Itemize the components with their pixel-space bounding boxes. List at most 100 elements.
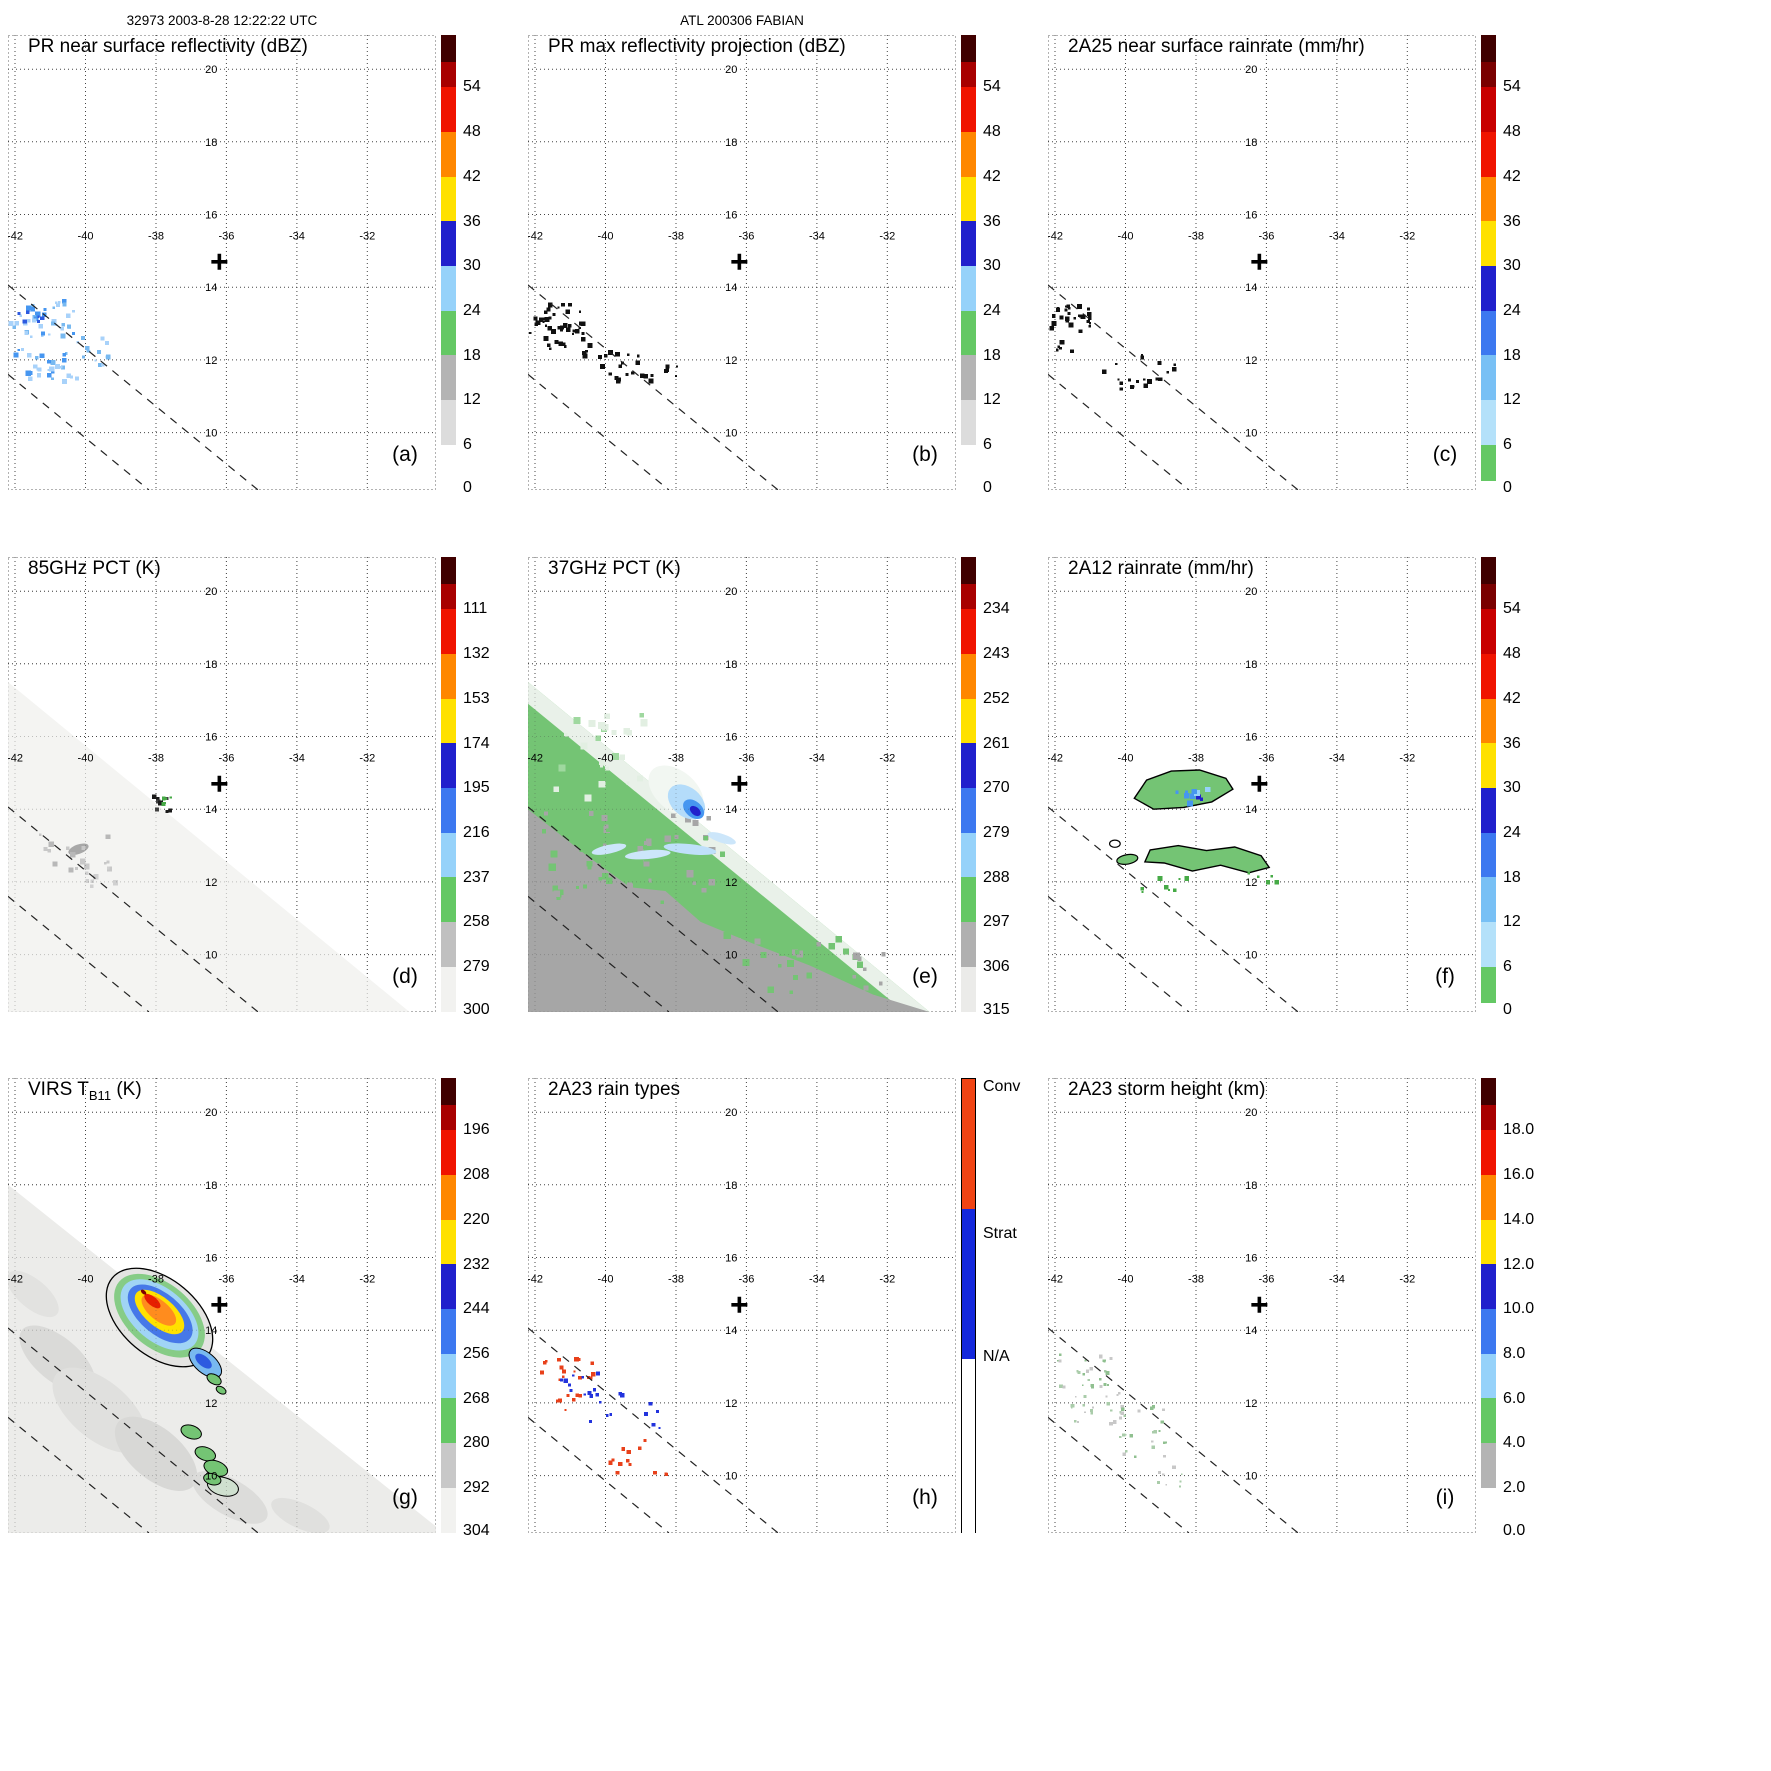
swath-edge-dashed-line (8, 1416, 150, 1533)
panel-b: PR max reflectivity projection (dBZ) -42-… (520, 0, 1036, 522)
lat-tick-label: 18 (205, 1180, 217, 1192)
lon-tick-label: -38 (668, 1274, 684, 1286)
colorbar-tick-label: 196 (463, 1121, 490, 1139)
lat-tick-label: 16 (205, 210, 217, 222)
colorbar-tick-label: 48 (1503, 644, 1521, 662)
panel-g-title: VIRS TB11 (K) (28, 1079, 142, 1103)
panel-i-colorbar (1481, 1078, 1496, 1533)
colorbar-tick-label: 54 (1503, 600, 1521, 618)
storm-center-marker (1251, 1296, 1268, 1313)
colorbar-tick-label: 4.0 (1503, 1434, 1526, 1452)
colorbar-tick-label: 297 (983, 913, 1010, 931)
lat-tick-label: 20 (205, 1107, 217, 1119)
lon-tick-label: -40 (78, 231, 94, 243)
lat-tick-label: 10 (725, 1471, 737, 1483)
colorbar-tick-label: 261 (983, 734, 1010, 752)
lat-tick-label: 12 (725, 1398, 737, 1410)
colorbar-tick-label: 18 (1503, 868, 1521, 886)
panel-f-title: 2A12 rainrate (mm/hr) (1068, 558, 1254, 579)
lat-tick-label: 16 (1245, 732, 1257, 744)
lon-tick-label: -38 (148, 1274, 164, 1286)
colorbar-tick-label: 12 (463, 391, 481, 409)
panel-c: 2A25 near surface rainrate (mm/hr) -42 -40… (1040, 0, 1556, 522)
colorbar-tick-label: 42 (463, 168, 481, 185)
swath-edge-dashed-line (1048, 373, 1190, 490)
colorbar-tick-label: 0 (1503, 1001, 1512, 1019)
colorbar-tick-label: 111 (463, 600, 488, 618)
lat-tick-label: 20 (725, 64, 737, 76)
colorbar-tick-label: 6 (983, 436, 992, 454)
colorbar-tick-label: 8.0 (1503, 1345, 1526, 1363)
colorbar-tick-label: Strat (983, 1225, 1017, 1243)
lon-tick-label: -36 (218, 231, 234, 243)
colorbar-tick-label: 258 (463, 913, 490, 931)
panel-h-map: -42 -40 -38 -36 -34 -32 20 18 16 14 12 10 (h) (528, 1078, 956, 1533)
colorbar-tick-label: 18.0 (1503, 1121, 1535, 1139)
lat-tick-label: 18 (1245, 1180, 1257, 1192)
lon-tick-label: -34 (1329, 753, 1345, 765)
swath-edge-dashed-line (528, 1416, 670, 1533)
colorbar-tick-label: 18 (1503, 346, 1521, 364)
panel-h-colorbar (961, 1078, 976, 1535)
colorbar-tick-label: 24 (1503, 302, 1521, 320)
panel-b-map: -42 -40 -38 -36 -34 -32 20 18 16 14 12 10 (b) (528, 35, 956, 490)
lat-tick-label: 20 (1245, 1107, 1257, 1119)
colorbar-tick-label: 24 (983, 302, 1001, 320)
swath-edge-dashed-line (528, 895, 670, 1012)
colorbar-tick-label: 280 (463, 1434, 490, 1452)
panel-h-title: 2A23 rain types (548, 1079, 681, 1100)
colorbar-tick-label: 0 (1503, 479, 1512, 497)
lat-tick-label: 18 (725, 1180, 737, 1192)
colorbar-tick-label: 36 (983, 212, 1001, 230)
lat-tick-label: 10 (725, 950, 737, 962)
swath-edge-dashed-line (1048, 806, 1299, 1012)
lat-tick-label: 14 (725, 282, 737, 294)
swath-edge-dashed-line (1048, 895, 1190, 1012)
colorbar-tick-label: 0 (463, 479, 472, 497)
lat-tick-label: 14 (1245, 282, 1257, 294)
lon-tick-label: -32 (879, 231, 895, 243)
lon-tick-label: -42 (1048, 753, 1063, 765)
colorbar-tick-label: 6 (463, 436, 472, 454)
lon-tick-label: -32 (879, 1274, 895, 1286)
lon-tick-label: -36 (738, 1274, 754, 1286)
colorbar-tick-label: 195 (463, 779, 490, 797)
lat-tick-label: 18 (205, 659, 217, 671)
colorbar-tick-label: 6 (1503, 958, 1512, 976)
colorbar-tick-label: 18 (463, 346, 481, 364)
colorbar-tick-label: 30 (1503, 779, 1521, 797)
panel-f-colorbar (1481, 557, 1496, 1012)
panel-h: 2A23 rain types -42 -40 -38 -36 -34 -32 20 18 16 1… (520, 1043, 1036, 1565)
colorbar-tick-label: 208 (463, 1165, 490, 1183)
panel-letter: (d) (392, 965, 418, 988)
lon-tick-label: -32 (359, 231, 375, 243)
lat-tick-label: 16 (725, 1253, 737, 1265)
lon-tick-label: -40 (598, 753, 614, 765)
colorbar-tick-label: 48 (463, 122, 481, 140)
colorbar-tick-label: 270 (983, 779, 1010, 797)
panel-c-title: 2A25 near surface rainrate (mm/hr) (1068, 36, 1365, 57)
panel-g: VIRS TB11 (K) -42 -40 -38 -36 -34 -32 20 18 16 14 1… (0, 1043, 516, 1565)
lat-tick-label: 16 (725, 732, 737, 744)
title-subscript: B11 (88, 1087, 112, 1103)
lon-tick-label: -34 (289, 231, 305, 243)
swath-edge-dashed-line (528, 284, 779, 490)
lon-tick-label: -34 (1329, 1274, 1345, 1286)
lat-tick-label: 18 (725, 659, 737, 671)
lon-tick-label: -42 (1048, 231, 1063, 243)
colorbar-tick-label: 288 (983, 868, 1010, 886)
colorbar-tick-label: 304 (463, 1522, 490, 1540)
lon-tick-label: -40 (78, 1274, 94, 1286)
lat-tick-label: 10 (205, 428, 217, 440)
colorbar-tick-label: 132 (463, 644, 490, 662)
storm-center-marker (731, 1296, 748, 1313)
lon-tick-label: -40 (1118, 1274, 1134, 1286)
panel-d-map: -42 -40 -38 -36 -34 -32 20 18 16 14 12 10 (d) (8, 557, 436, 1012)
lat-tick-label: 12 (205, 1398, 217, 1410)
panel-e-title: 37GHz PCT (K) (548, 558, 681, 579)
colorbar-tick-label: 6 (1503, 436, 1512, 454)
lat-tick-label: 16 (205, 732, 217, 744)
swath-edge-dashed-line (1048, 1416, 1190, 1533)
colorbar-tick-label: 12 (1503, 913, 1521, 931)
colorbar-tick-label: 279 (983, 824, 1010, 842)
